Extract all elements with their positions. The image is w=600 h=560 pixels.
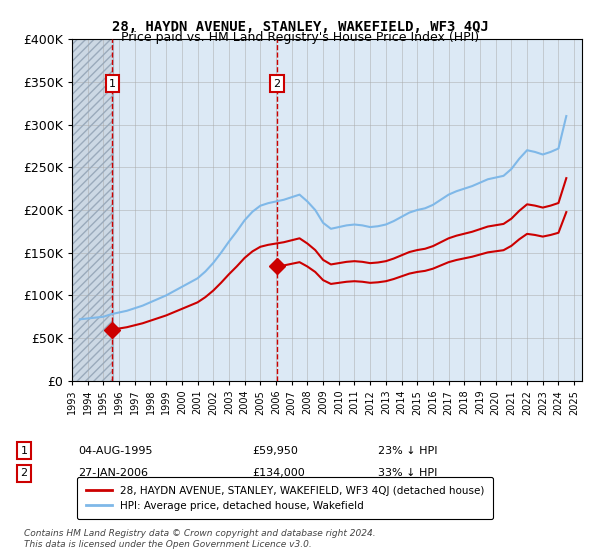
Text: 1: 1 <box>109 78 116 88</box>
Bar <box>72 39 113 381</box>
Text: 28, HAYDN AVENUE, STANLEY, WAKEFIELD, WF3 4QJ: 28, HAYDN AVENUE, STANLEY, WAKEFIELD, WF… <box>112 20 488 34</box>
Text: £59,950: £59,950 <box>252 446 298 456</box>
Legend: 28, HAYDN AVENUE, STANLEY, WAKEFIELD, WF3 4QJ (detached house), HPI: Average pri: 28, HAYDN AVENUE, STANLEY, WAKEFIELD, WF… <box>77 477 493 519</box>
Text: 04-AUG-1995: 04-AUG-1995 <box>78 446 152 456</box>
Text: 27-JAN-2006: 27-JAN-2006 <box>78 468 148 478</box>
Text: 23% ↓ HPI: 23% ↓ HPI <box>378 446 437 456</box>
Text: 33% ↓ HPI: 33% ↓ HPI <box>378 468 437 478</box>
Text: Contains HM Land Registry data © Crown copyright and database right 2024.
This d: Contains HM Land Registry data © Crown c… <box>24 529 376 549</box>
Text: 2: 2 <box>20 468 28 478</box>
Text: £134,000: £134,000 <box>252 468 305 478</box>
Text: Price paid vs. HM Land Registry's House Price Index (HPI): Price paid vs. HM Land Registry's House … <box>121 31 479 44</box>
Text: 2: 2 <box>274 78 281 88</box>
Text: 1: 1 <box>20 446 28 456</box>
Bar <box>72 39 113 381</box>
